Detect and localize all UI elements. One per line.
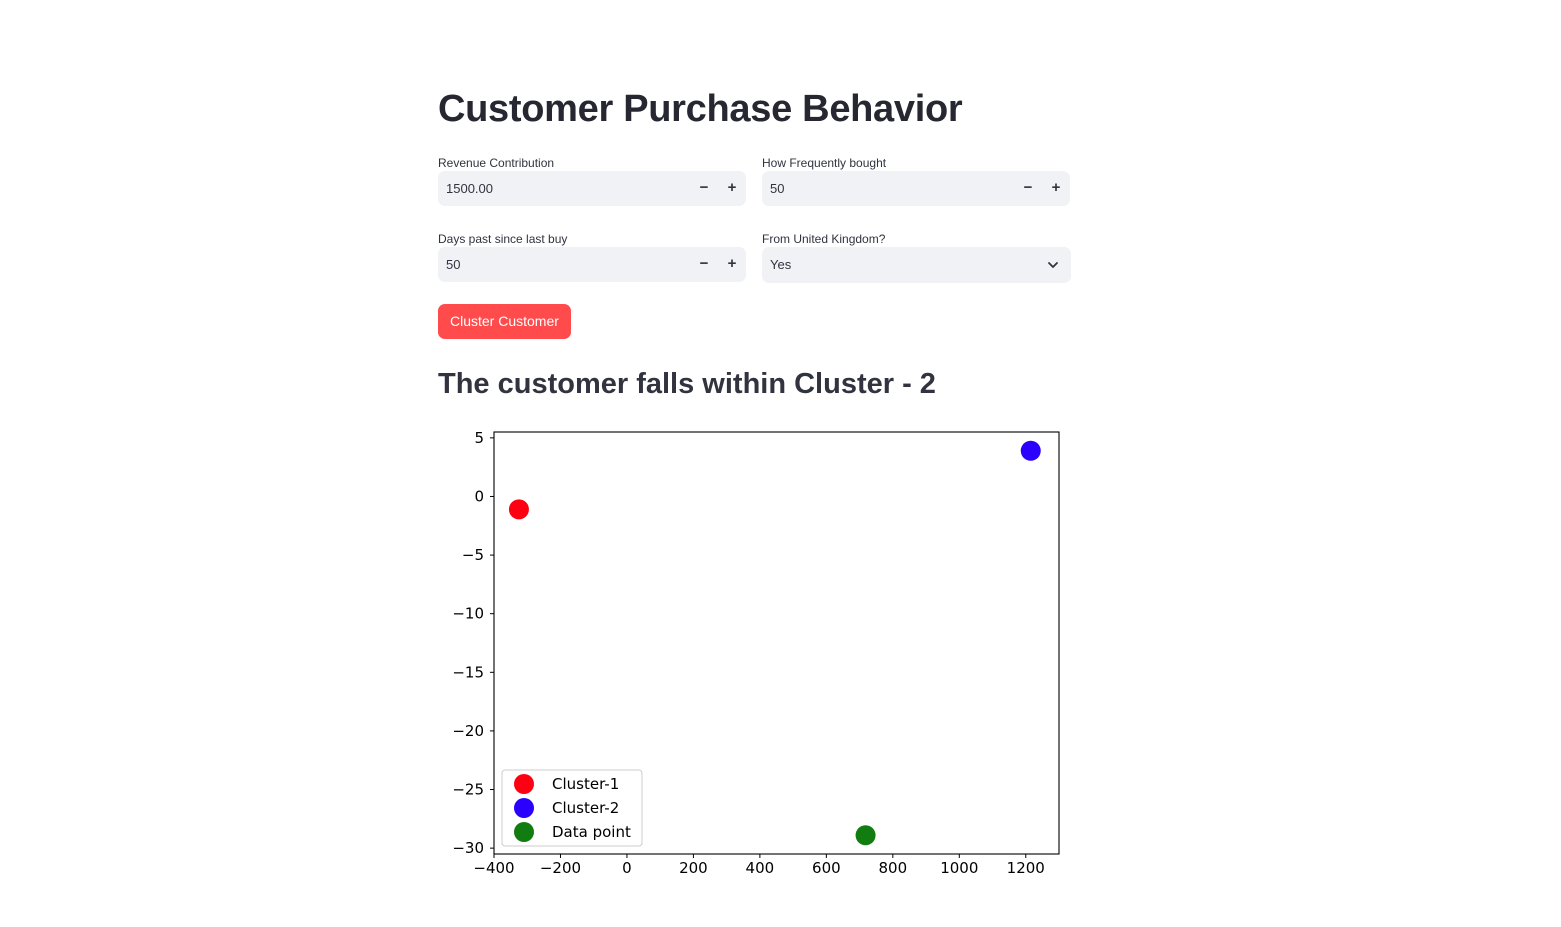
legend-marker-cluster-1 (514, 774, 534, 794)
uk-select[interactable]: Yes (762, 247, 1071, 283)
frequency-label: How Frequently bought (762, 156, 887, 170)
legend-label: Data point (552, 823, 631, 841)
y-tick-label: −20 (452, 722, 484, 740)
x-tick-label: 800 (879, 859, 908, 877)
page-title: Customer Purchase Behavior (438, 88, 963, 130)
days-label: Days past since last buy (438, 232, 568, 246)
revenue-increment-button[interactable]: + (727, 179, 737, 196)
frequency-field: How Frequently bought 50 − + (762, 155, 1070, 206)
days-value[interactable]: 50 (446, 257, 461, 272)
uk-selected-value[interactable]: Yes (770, 257, 792, 272)
y-tick-label: −15 (452, 663, 484, 681)
legend-label: Cluster-2 (552, 799, 619, 817)
days-field: Days past since last buy 50 − + (438, 231, 746, 282)
frequency-number-input[interactable]: 50 − + (762, 171, 1070, 206)
days-decrement-button[interactable]: − (699, 255, 709, 272)
legend-marker-cluster-2 (514, 798, 534, 818)
days-number-input[interactable]: 50 − + (438, 247, 746, 282)
cluster-result-heading: The customer falls within Cluster - 2 (438, 368, 936, 400)
uk-field: From United Kingdom? Yes (762, 231, 1071, 283)
revenue-number-input[interactable]: 1500.00 − + (438, 171, 746, 206)
revenue-decrement-button[interactable]: − (699, 179, 709, 196)
y-tick-label: 0 (474, 487, 484, 505)
y-tick-label: −30 (452, 839, 484, 857)
scatter-point-cluster-2 (1020, 440, 1041, 461)
frequency-increment-button[interactable]: + (1051, 179, 1061, 196)
scatter-point-cluster-1 (508, 499, 529, 520)
x-tick-label: 0 (622, 859, 632, 877)
frequency-decrement-button[interactable]: − (1023, 179, 1033, 196)
cluster-scatter-chart: −400 −200 0 200 400 600 800 1000 1200 5 0 −5 −10 −15 −… (452, 429, 1060, 877)
chart-legend (501, 769, 643, 847)
legend-label: Cluster-1 (552, 775, 619, 793)
revenue-value[interactable]: 1500.00 (446, 181, 493, 196)
y-tick-label: −5 (462, 546, 484, 564)
x-tick-label: 1000 (940, 859, 978, 877)
y-tick-label: −25 (452, 781, 484, 799)
x-tick-label: 600 (812, 859, 841, 877)
legend-marker-data-point (514, 822, 534, 842)
days-increment-button[interactable]: + (727, 255, 737, 272)
cluster-customer-button[interactable]: Cluster Customer (438, 304, 571, 339)
x-tick-label: −200 (540, 859, 581, 877)
scatter-point-data-point (855, 825, 876, 846)
chevron-down-icon[interactable] (1047, 259, 1059, 271)
frequency-value[interactable]: 50 (770, 181, 785, 196)
revenue-field: Revenue Contribution 1500.00 − + (438, 155, 746, 206)
x-tick-label: 400 (746, 859, 775, 877)
y-tick-label: 5 (474, 429, 484, 447)
x-tick-label: 1200 (1007, 859, 1045, 877)
y-tick-label: −10 (452, 605, 484, 623)
x-tick-label: 200 (679, 859, 708, 877)
revenue-label: Revenue Contribution (438, 156, 555, 170)
uk-label: From United Kingdom? (762, 232, 886, 246)
x-tick-label: −400 (473, 859, 514, 877)
